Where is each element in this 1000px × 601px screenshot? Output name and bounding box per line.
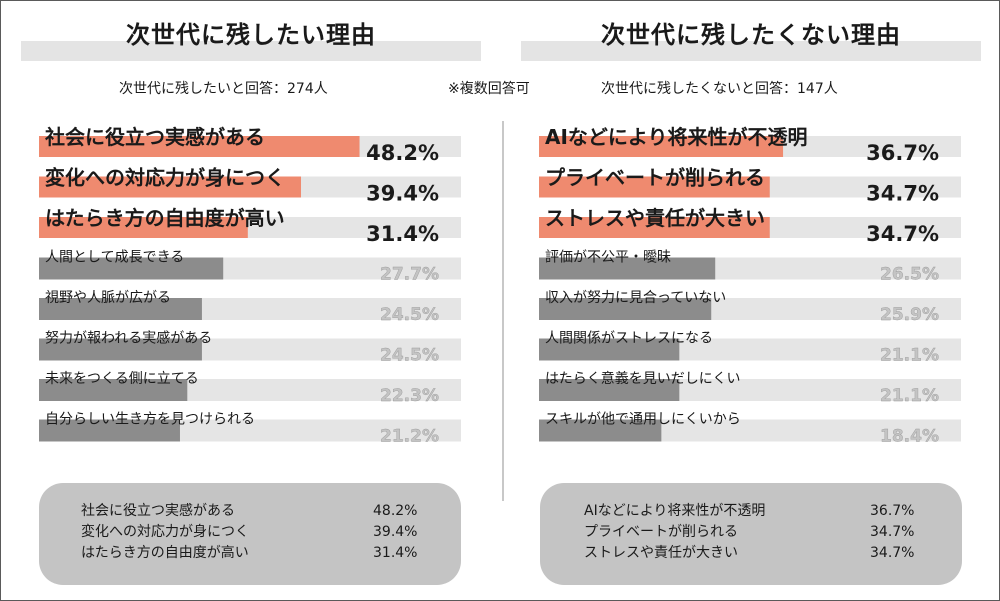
left-category-label-3: 人間として成長できる bbox=[45, 250, 184, 266]
left-bar-6 bbox=[39, 379, 188, 401]
right-bar-chart: AIなどにより将来性が不透明 36.7% プライベートが削られる 34.7% ストレスや… bbox=[539, 125, 961, 447]
right-value-label-1: 34.7% bbox=[866, 182, 939, 206]
left-value-label-1: 39.4% bbox=[366, 182, 439, 206]
left-bar-1 bbox=[39, 176, 302, 198]
right-bar-6 bbox=[539, 379, 680, 401]
right-value-label-7: 18.4% bbox=[880, 427, 939, 447]
right-value-label-3: 26.5% bbox=[880, 265, 939, 285]
left-bar-5 bbox=[39, 338, 202, 361]
left-bar-7 bbox=[39, 419, 180, 442]
summary-label: AIなどにより将来性が不透明 bbox=[584, 503, 766, 519]
summary-label: はたらき方の自由度が高い bbox=[81, 545, 249, 561]
right-bar-7 bbox=[539, 419, 662, 442]
left-category-label-2: はたらき方の自由度が高い bbox=[45, 206, 285, 230]
summary-label: ストレスや責任が大きい bbox=[584, 545, 738, 561]
right-category-label-6: はたらく意義を見いだしにくい bbox=[545, 370, 740, 387]
left-value-label-3: 27.7% bbox=[380, 265, 439, 285]
left-bar-0 bbox=[39, 136, 360, 157]
left-category-label-6: 未来をつくる側に立てる bbox=[45, 371, 199, 387]
right-bar-0 bbox=[539, 136, 784, 157]
left-category-label-7: 自分らしい生き方を見つけられる bbox=[45, 412, 255, 428]
left-value-label-2: 31.4% bbox=[366, 222, 439, 246]
summary-label: 変化への対応力が身につく bbox=[81, 524, 249, 540]
left-value-label-7: 21.2% bbox=[380, 427, 439, 447]
right-bar-5 bbox=[539, 338, 680, 361]
right-category-label-7: スキルが他で通用しにくいから bbox=[545, 412, 741, 428]
right-summary-row: プライベートが削られる 34.7% bbox=[584, 522, 924, 542]
right-title-underline bbox=[521, 41, 981, 61]
right-category-label-5: 人間関係がストレスになる bbox=[545, 331, 713, 347]
left-category-label-1: 変化への対応力が身につく bbox=[45, 166, 285, 190]
right-value-label-6: 21.1% bbox=[880, 386, 939, 406]
right-summary-row: AIなどにより将来性が不透明 36.7% bbox=[584, 501, 924, 521]
right-value-label-4: 25.9% bbox=[880, 305, 939, 325]
left-respondent-count: 次世代に残したいと回答：274人 bbox=[119, 81, 328, 97]
left-panel-title: 次世代に残したい理由 bbox=[21, 15, 481, 61]
right-category-label-4: 収入が努力に見合っていない bbox=[545, 290, 726, 306]
left-category-label-4: 視野や人脈が広がる bbox=[45, 290, 171, 306]
left-summary-row: 変化への対応力が身につく 39.4% bbox=[81, 522, 421, 542]
left-value-label-0: 48.2% bbox=[366, 141, 439, 165]
summary-value: 34.7% bbox=[870, 524, 915, 540]
left-value-label-6: 22.3% bbox=[380, 386, 439, 406]
right-category-label-3: 評価が不公平・曖昧 bbox=[545, 250, 671, 266]
right-category-label-0: AIなどにより将来性が不透明 bbox=[545, 125, 808, 149]
summary-value: 39.4% bbox=[373, 524, 418, 540]
right-summary-row: ストレスや責任が大きい 34.7% bbox=[584, 543, 924, 563]
left-panel-title-text: 次世代に残したい理由 bbox=[126, 21, 376, 49]
right-value-label-2: 34.7% bbox=[866, 222, 939, 246]
left-bar-chart: 社会に役立つ実感がある 48.2% 変化への対応力が身につく 39.4% はたらき方の自… bbox=[39, 125, 461, 447]
right-bar-3 bbox=[539, 257, 716, 280]
right-panel-title: 次世代に残したくない理由 bbox=[521, 15, 981, 61]
right-category-label-1: プライベートが削られる bbox=[545, 166, 765, 190]
right-value-label-5: 21.1% bbox=[880, 346, 939, 366]
multiple-answer-note: ※複数回答可 bbox=[448, 81, 530, 97]
left-title-underline bbox=[21, 41, 481, 61]
summary-label: 社会に役立つ実感がある bbox=[81, 503, 235, 519]
panel-divider bbox=[502, 121, 504, 501]
left-category-label-5: 努力が報われる実感がある bbox=[45, 330, 212, 347]
left-bar-4 bbox=[39, 298, 202, 320]
left-bar-3 bbox=[39, 257, 224, 280]
left-value-label-4: 24.5% bbox=[380, 305, 439, 325]
right-bar-2 bbox=[539, 217, 770, 238]
summary-value: 31.4% bbox=[373, 545, 418, 561]
right-bar-4 bbox=[539, 298, 712, 320]
left-summary-row: はたらき方の自由度が高い 31.4% bbox=[81, 543, 421, 563]
left-summary-row: 社会に役立つ実感がある 48.2% bbox=[81, 501, 421, 521]
left-summary-box: 社会に役立つ実感がある 48.2% 変化への対応力が身につく 39.4% はたら… bbox=[39, 483, 461, 585]
summary-label: プライベートが削られる bbox=[584, 524, 738, 540]
right-respondent-count: 次世代に残したくないと回答：147人 bbox=[601, 81, 838, 97]
left-category-label-0: 社会に役立つ実感がある bbox=[44, 125, 265, 149]
right-category-label-2: ストレスや責任が大きい bbox=[545, 206, 765, 230]
right-panel-title-text: 次世代に残したくない理由 bbox=[601, 21, 901, 49]
left-bar-2 bbox=[39, 217, 248, 238]
right-summary-box: AIなどにより将来性が不透明 36.7% プライベートが削られる 34.7% ス… bbox=[540, 483, 962, 585]
summary-value: 36.7% bbox=[870, 503, 915, 519]
right-bar-1 bbox=[539, 176, 770, 198]
summary-value: 48.2% bbox=[373, 503, 418, 519]
right-value-label-0: 36.7% bbox=[866, 141, 939, 165]
summary-value: 34.7% bbox=[870, 545, 915, 561]
left-value-label-5: 24.5% bbox=[380, 346, 439, 366]
